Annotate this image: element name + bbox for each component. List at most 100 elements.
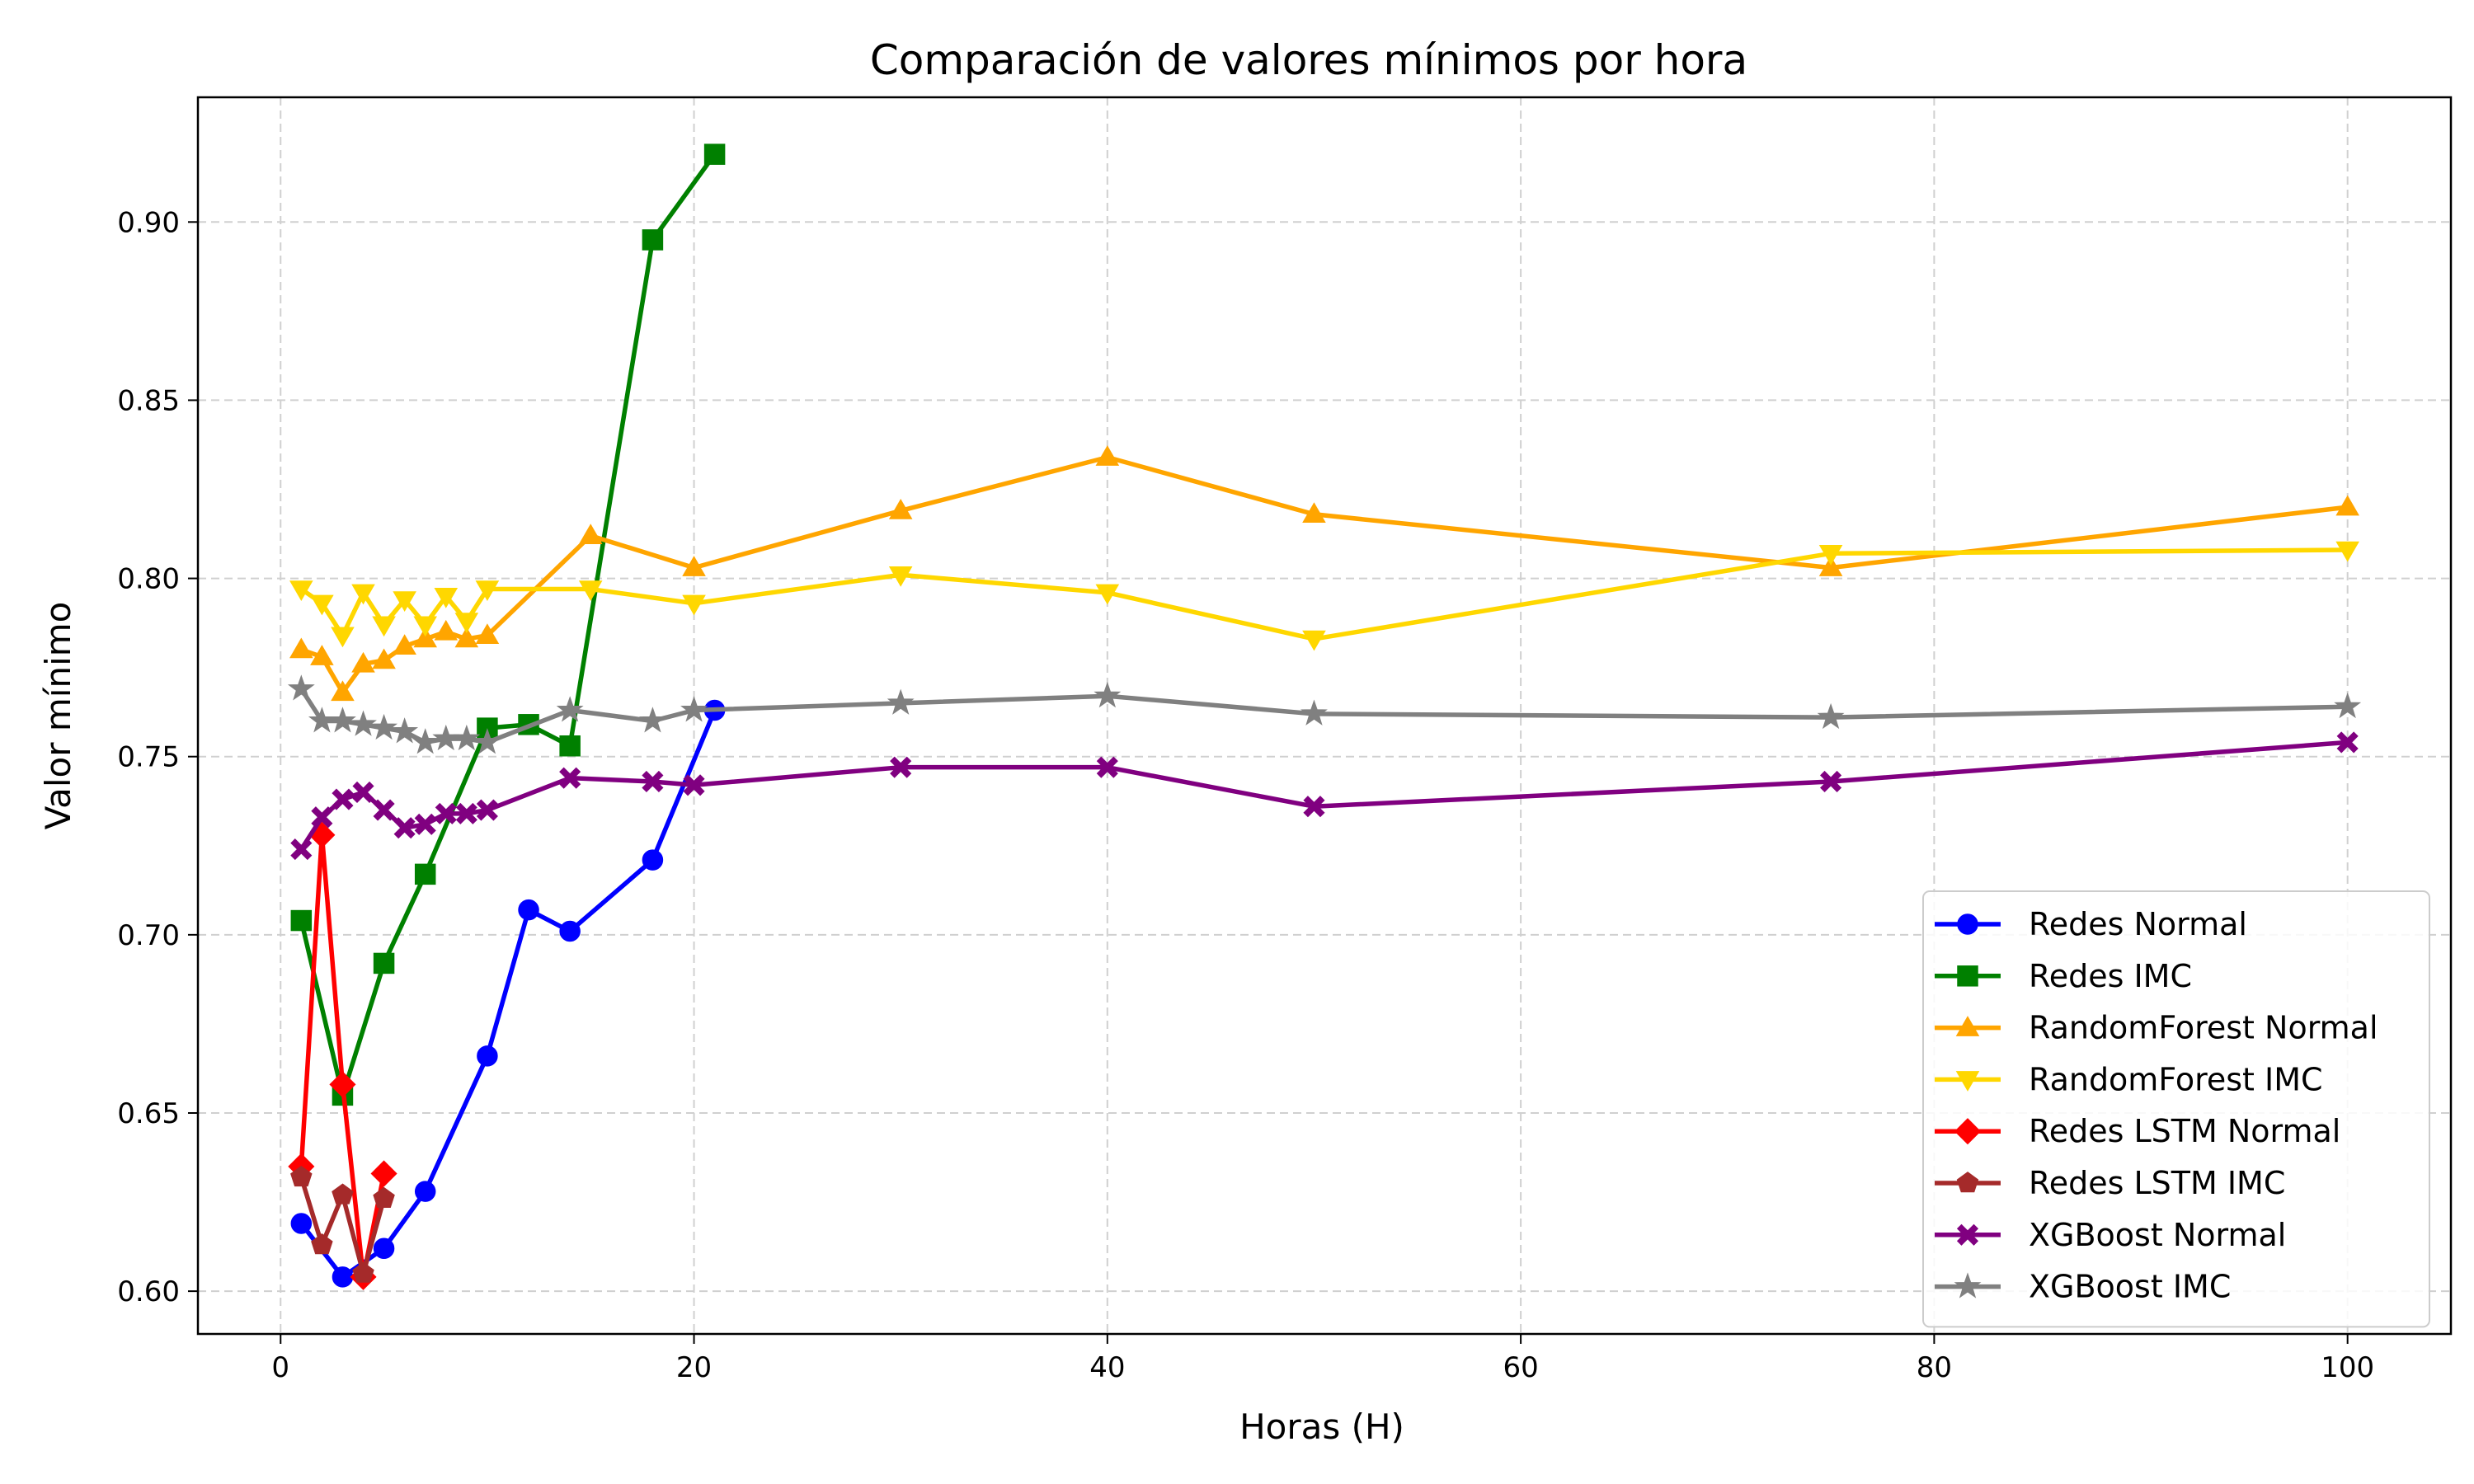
data-point xyxy=(290,909,313,932)
data-point xyxy=(373,799,395,821)
data-point xyxy=(518,899,539,921)
data-point xyxy=(682,556,706,576)
data-point xyxy=(370,713,398,740)
data-point xyxy=(890,756,912,778)
legend: Redes Normal Redes IMC RandomForest Normal… xyxy=(1922,890,2430,1328)
data-point xyxy=(413,616,437,637)
data-point xyxy=(393,591,416,613)
data-point xyxy=(351,651,375,673)
data-point xyxy=(1300,699,1328,726)
data-point xyxy=(332,1266,354,1288)
data-point xyxy=(556,696,584,722)
data-point xyxy=(578,580,603,602)
data-point xyxy=(1820,770,1842,793)
data-point xyxy=(454,613,479,633)
data-point xyxy=(391,717,419,744)
data-point xyxy=(2336,731,2359,754)
plot-frame xyxy=(196,96,2453,1336)
data-point xyxy=(2335,495,2359,516)
data-point xyxy=(642,770,664,793)
y-tick-label: 0.75 xyxy=(117,741,180,774)
series-redes-imc xyxy=(290,143,726,1106)
data-point xyxy=(1956,1223,1979,1246)
data-point xyxy=(332,788,354,810)
x-tick-label: 80 xyxy=(1917,1351,1952,1384)
data-point xyxy=(559,735,581,757)
data-point xyxy=(352,1261,374,1283)
data-point xyxy=(310,645,334,665)
data-point xyxy=(289,637,313,659)
y-tick-label: 0.65 xyxy=(117,1097,180,1130)
series-randomforest-imc xyxy=(289,541,2359,651)
data-point xyxy=(559,920,581,942)
data-point xyxy=(287,674,315,701)
data-point xyxy=(559,767,581,789)
y-tick-label: 0.70 xyxy=(117,919,180,952)
data-point xyxy=(329,707,356,733)
data-point xyxy=(476,799,498,821)
data-point xyxy=(454,627,479,648)
data-point xyxy=(350,710,377,736)
data-point xyxy=(1818,556,1843,576)
series-xgboost-imc xyxy=(287,674,2362,754)
legend-label: RandomForest IMC xyxy=(2029,1061,2323,1097)
y-tick-label: 0.90 xyxy=(117,206,180,239)
y-tick-label: 0.85 xyxy=(117,384,180,417)
legend-entry: Redes LSTM Normal xyxy=(1935,1113,2340,1149)
legend-entry: RandomForest IMC xyxy=(1935,1061,2323,1097)
data-point xyxy=(642,849,664,871)
legend-entry: Redes LSTM IMC xyxy=(1935,1165,2285,1201)
data-point xyxy=(310,594,334,616)
data-point xyxy=(414,1181,436,1202)
legend-label: RandomForest Normal xyxy=(2029,1010,2378,1046)
x-tick-label: 0 xyxy=(271,1351,289,1384)
data-point xyxy=(1954,1118,1982,1145)
data-point xyxy=(289,580,313,602)
data-point xyxy=(414,813,436,835)
data-point xyxy=(1956,1172,1979,1193)
data-point xyxy=(414,863,436,885)
data-point xyxy=(1094,681,1122,708)
x-tick-label: 100 xyxy=(2321,1351,2374,1384)
legend-entry: RandomForest Normal xyxy=(1935,1010,2378,1046)
data-point xyxy=(331,627,355,648)
data-point xyxy=(453,724,481,751)
legend-label: XGBoost Normal xyxy=(2029,1217,2286,1253)
data-point xyxy=(1303,796,1325,818)
data-point xyxy=(477,1045,498,1067)
chart-title: Comparación de valores mínimos por hora xyxy=(870,36,1747,84)
data-point xyxy=(888,566,913,587)
x-tick-label: 40 xyxy=(1089,1351,1125,1384)
data-point xyxy=(888,498,913,519)
data-point xyxy=(680,696,708,722)
data-point xyxy=(1955,1016,1980,1036)
series-randomforest-normal xyxy=(289,445,2359,702)
data-point xyxy=(331,680,355,702)
x-tick-label: 20 xyxy=(676,1351,712,1384)
data-point xyxy=(434,619,459,641)
legend-entry: XGBoost Normal xyxy=(1935,1217,2286,1253)
legend-label: Redes Normal xyxy=(2029,906,2247,942)
legend-entry: Redes IMC xyxy=(1935,958,2192,994)
data-point xyxy=(311,806,333,829)
data-point xyxy=(393,817,416,839)
data-point xyxy=(475,580,500,602)
data-point xyxy=(1957,965,1978,987)
data-point xyxy=(373,1237,395,1260)
data-point xyxy=(1954,1272,1982,1298)
data-point xyxy=(412,728,440,754)
data-point xyxy=(413,627,437,648)
x-tick-label: 60 xyxy=(1503,1351,1538,1384)
data-point xyxy=(703,143,726,165)
data-point xyxy=(373,1186,395,1208)
legend-entry: XGBoost IMC xyxy=(1935,1269,2231,1305)
data-point xyxy=(1817,702,1845,730)
grid xyxy=(198,97,2451,1334)
data-point xyxy=(1095,584,1120,605)
x-axis-label: Horas (H) xyxy=(1239,1407,1404,1447)
legend-box xyxy=(1922,890,2430,1328)
y-tick-label: 0.80 xyxy=(117,563,180,596)
data-point xyxy=(372,648,396,669)
data-point xyxy=(290,1213,313,1234)
data-point xyxy=(351,584,375,605)
